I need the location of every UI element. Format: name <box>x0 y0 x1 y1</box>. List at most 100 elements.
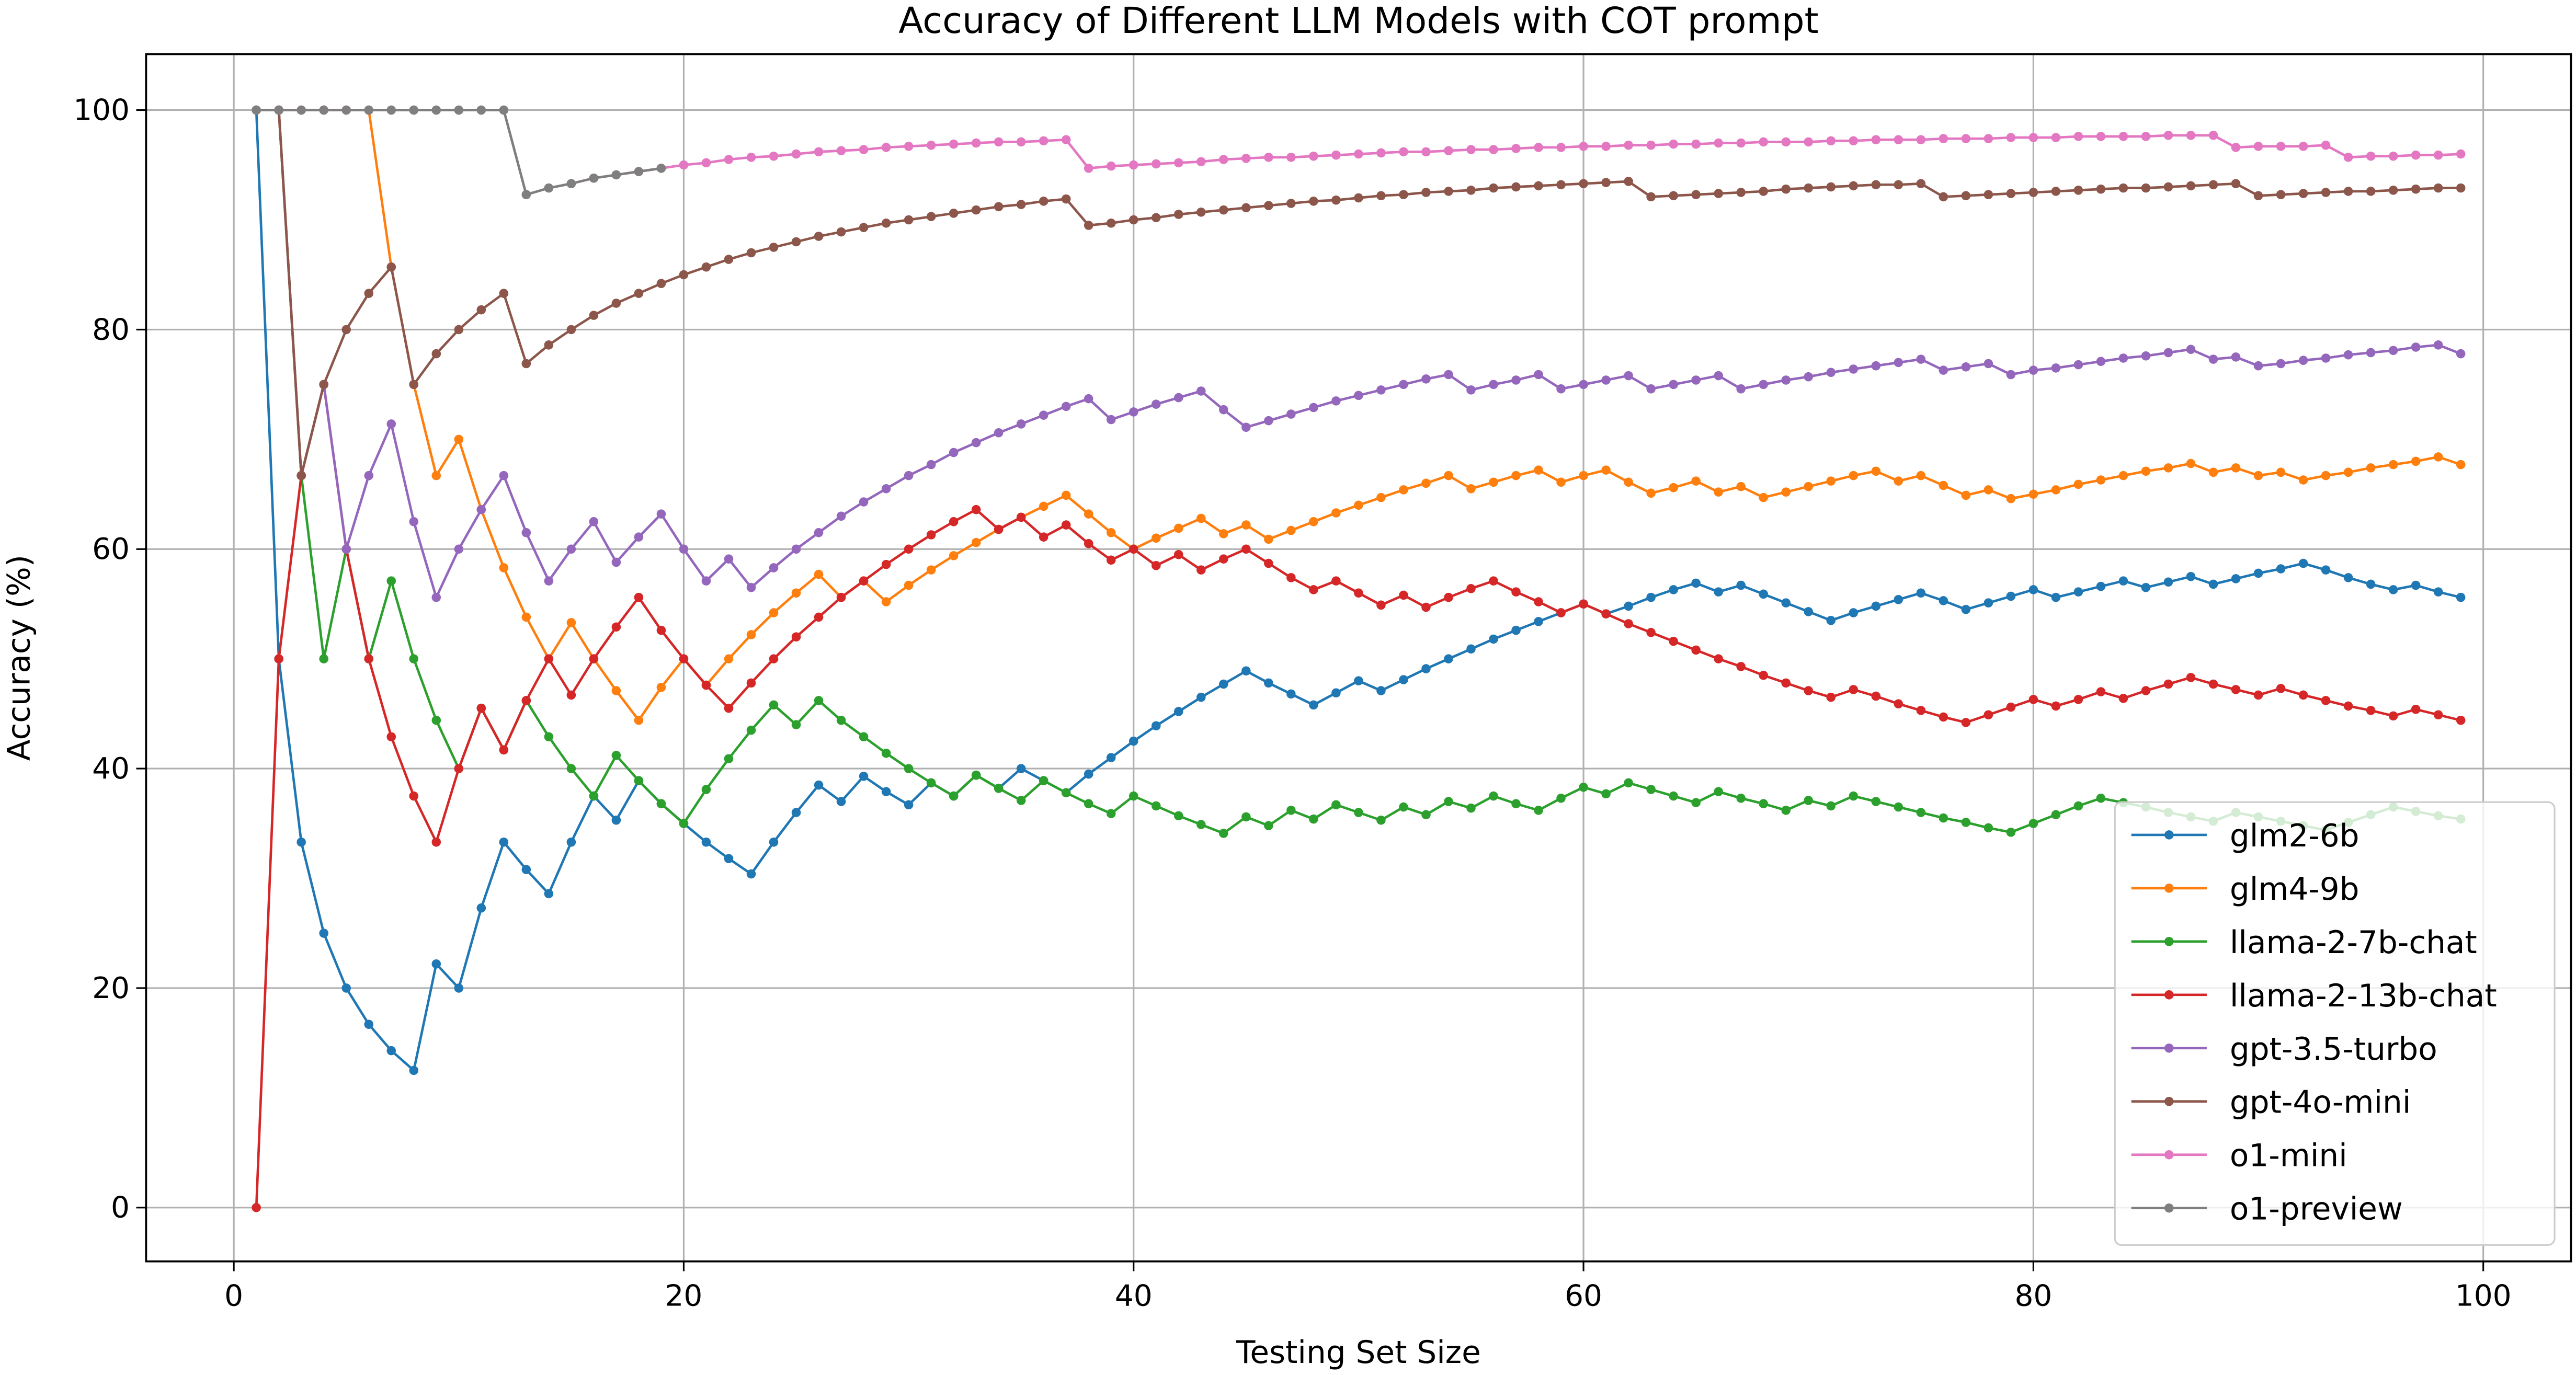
data-point <box>1511 144 1521 153</box>
data-point <box>2006 591 2016 601</box>
data-point <box>746 869 756 879</box>
data-point <box>2366 187 2376 196</box>
data-point <box>1421 810 1431 820</box>
data-point <box>2366 151 2376 161</box>
data-point <box>634 715 644 725</box>
data-point <box>814 612 824 622</box>
data-point <box>1196 565 1206 575</box>
data-point <box>926 212 936 222</box>
data-point <box>1444 797 1453 806</box>
data-point <box>1219 829 1228 838</box>
data-point <box>2343 573 2353 582</box>
data-point <box>1016 512 1026 522</box>
data-point <box>769 151 779 161</box>
data-point <box>1196 157 1206 167</box>
data-point <box>1264 201 1273 211</box>
chart-title: Accuracy of Different LLM Models with CO… <box>898 0 1818 42</box>
data-point <box>1106 555 1116 565</box>
data-point <box>701 837 711 847</box>
data-point <box>544 732 554 742</box>
data-point <box>1624 601 1633 611</box>
data-point <box>2141 132 2151 141</box>
legend-marker <box>2164 830 2174 840</box>
data-point <box>2343 153 2353 162</box>
data-point <box>1646 140 1656 150</box>
data-point <box>1916 471 1926 480</box>
data-point <box>881 748 891 758</box>
data-point <box>836 797 846 806</box>
data-point <box>521 359 531 369</box>
data-point <box>1039 136 1048 146</box>
data-point <box>1084 769 1093 779</box>
data-point <box>2388 151 2398 161</box>
data-point <box>2006 702 2016 712</box>
data-point <box>904 142 914 151</box>
data-point <box>2366 579 2376 589</box>
data-point <box>994 202 1004 212</box>
data-point <box>2096 357 2106 366</box>
data-point <box>1624 619 1633 628</box>
data-point <box>814 232 824 241</box>
data-point <box>2321 140 2331 150</box>
data-point <box>431 715 441 725</box>
data-point <box>1039 532 1048 542</box>
data-point <box>1489 634 1498 644</box>
data-point <box>1691 645 1701 655</box>
y-tick-label: 80 <box>92 313 130 347</box>
data-point <box>1444 187 1453 196</box>
data-point <box>1691 476 1701 486</box>
data-point <box>1939 596 1948 605</box>
data-point <box>2073 186 2083 195</box>
data-point <box>1264 153 1273 162</box>
data-point <box>1421 602 1431 612</box>
data-point <box>859 145 869 154</box>
data-point <box>836 227 846 237</box>
data-point <box>431 349 441 359</box>
data-point <box>656 682 666 692</box>
data-point <box>566 690 576 700</box>
data-point <box>1421 664 1431 673</box>
data-point <box>1511 375 1521 385</box>
data-point <box>2028 133 2038 142</box>
data-point <box>409 105 419 115</box>
data-point <box>971 537 981 547</box>
data-point <box>1691 375 1701 385</box>
data-point <box>1736 384 1746 394</box>
data-point <box>2006 133 2016 142</box>
data-point <box>1264 534 1273 544</box>
data-point <box>1331 150 1341 160</box>
data-point <box>1556 794 1566 803</box>
data-point <box>2118 353 2128 363</box>
legend-marker <box>2164 1044 2174 1053</box>
data-point <box>2456 592 2466 602</box>
data-point <box>1399 190 1408 200</box>
data-point <box>1241 666 1251 676</box>
data-point <box>1849 364 1859 374</box>
data-point <box>1939 365 1948 375</box>
data-point <box>1489 477 1498 487</box>
data-point <box>1466 644 1476 654</box>
data-point <box>409 654 419 663</box>
data-point <box>431 837 441 847</box>
data-point <box>926 530 936 540</box>
data-point <box>1219 205 1228 215</box>
data-point <box>814 569 824 579</box>
data-point <box>1129 407 1138 417</box>
data-point <box>1106 219 1116 228</box>
data-point <box>701 262 711 272</box>
data-point <box>2073 360 2083 370</box>
data-point <box>1849 471 1859 480</box>
data-point <box>1961 490 1971 500</box>
data-point <box>1286 525 1296 535</box>
data-point <box>769 563 779 572</box>
data-point <box>1061 194 1071 204</box>
data-point <box>1916 135 1926 145</box>
data-point <box>2321 696 2331 705</box>
data-point <box>2163 679 2173 689</box>
data-point <box>836 146 846 156</box>
data-point <box>319 929 328 938</box>
data-point <box>1759 187 1768 196</box>
data-point <box>746 630 756 639</box>
data-point <box>1534 617 1543 626</box>
data-point <box>1354 500 1363 510</box>
